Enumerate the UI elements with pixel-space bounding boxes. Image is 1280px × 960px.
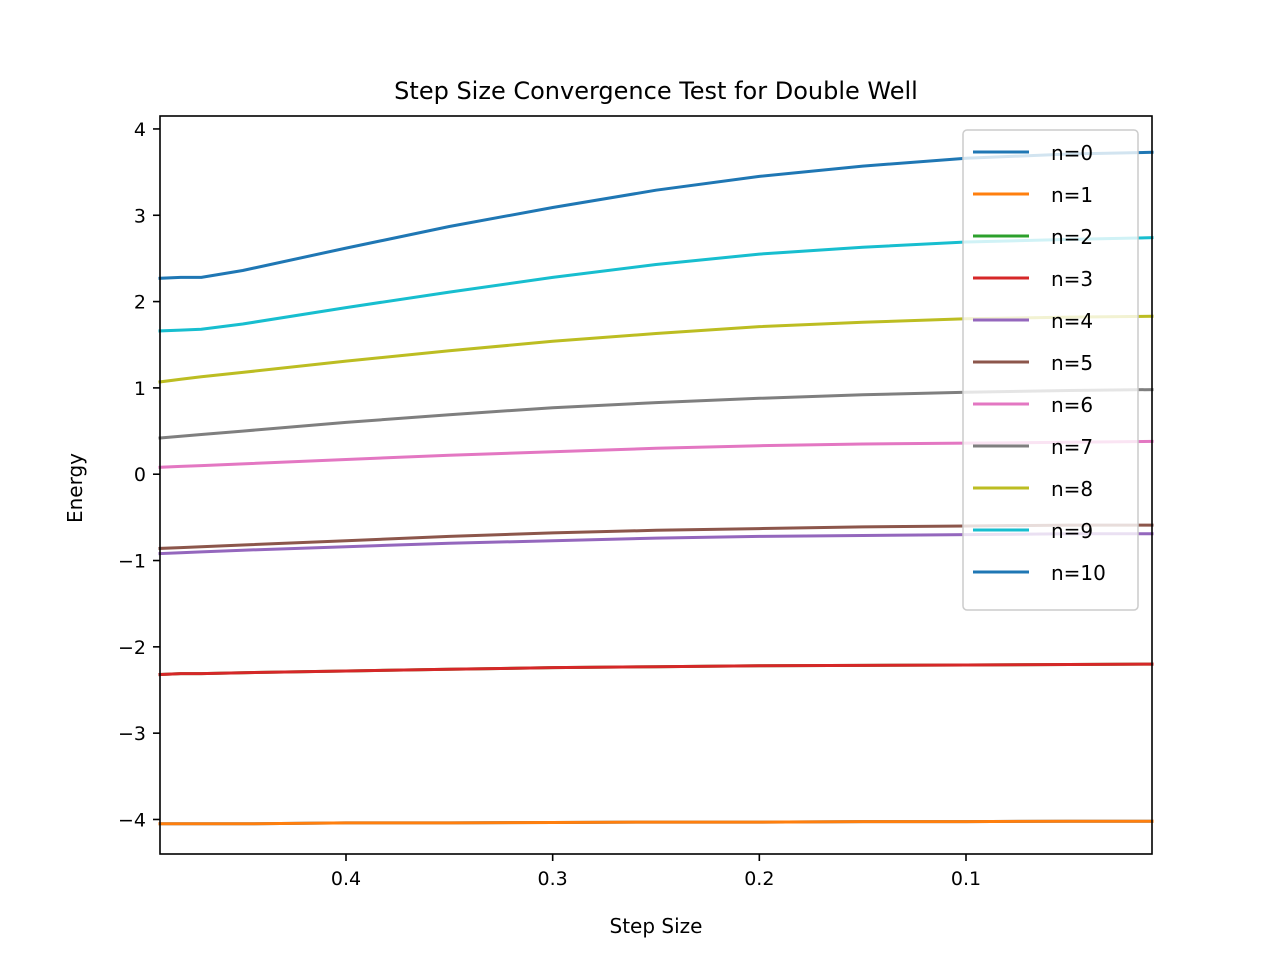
legend-label: n=9 bbox=[1051, 519, 1093, 543]
legend-label: n=7 bbox=[1051, 435, 1093, 459]
legend-label: n=6 bbox=[1051, 393, 1093, 417]
series-line-n-1 bbox=[158, 819, 1154, 826]
x-tick-label: 0.3 bbox=[538, 868, 568, 890]
legend-box bbox=[962, 129, 1139, 611]
x-tick-label: 0.2 bbox=[744, 868, 774, 890]
y-tick-label: −1 bbox=[118, 551, 146, 573]
y-axis-label: Energy bbox=[63, 453, 87, 523]
y-tick-label: −2 bbox=[118, 637, 146, 659]
legend-label: n=10 bbox=[1051, 561, 1106, 585]
series-line-n-3 bbox=[158, 662, 1154, 677]
y-tick-label: 3 bbox=[134, 205, 146, 227]
legend-label: n=4 bbox=[1051, 309, 1093, 333]
y-tick-label: −4 bbox=[118, 809, 146, 831]
x-tick-label: 0.1 bbox=[951, 868, 981, 890]
legend-label: n=5 bbox=[1051, 351, 1093, 375]
chart-title: Step Size Convergence Test for Double We… bbox=[394, 77, 918, 105]
y-tick-label: −3 bbox=[118, 723, 146, 745]
y-tick-label: 0 bbox=[134, 464, 146, 486]
plot-area-frame bbox=[159, 115, 1153, 855]
legend-label: n=8 bbox=[1051, 477, 1093, 501]
legend-label: n=2 bbox=[1051, 225, 1093, 249]
legend-label: n=1 bbox=[1051, 183, 1093, 207]
y-tick-label: 4 bbox=[134, 119, 146, 141]
legend-label: n=0 bbox=[1051, 141, 1093, 165]
y-tick-label: 1 bbox=[134, 378, 146, 400]
x-tick-label: 0.4 bbox=[331, 868, 361, 890]
legend-label: n=3 bbox=[1051, 267, 1093, 291]
x-axis-label: Step Size bbox=[610, 914, 703, 938]
y-tick-label: 2 bbox=[134, 292, 146, 314]
